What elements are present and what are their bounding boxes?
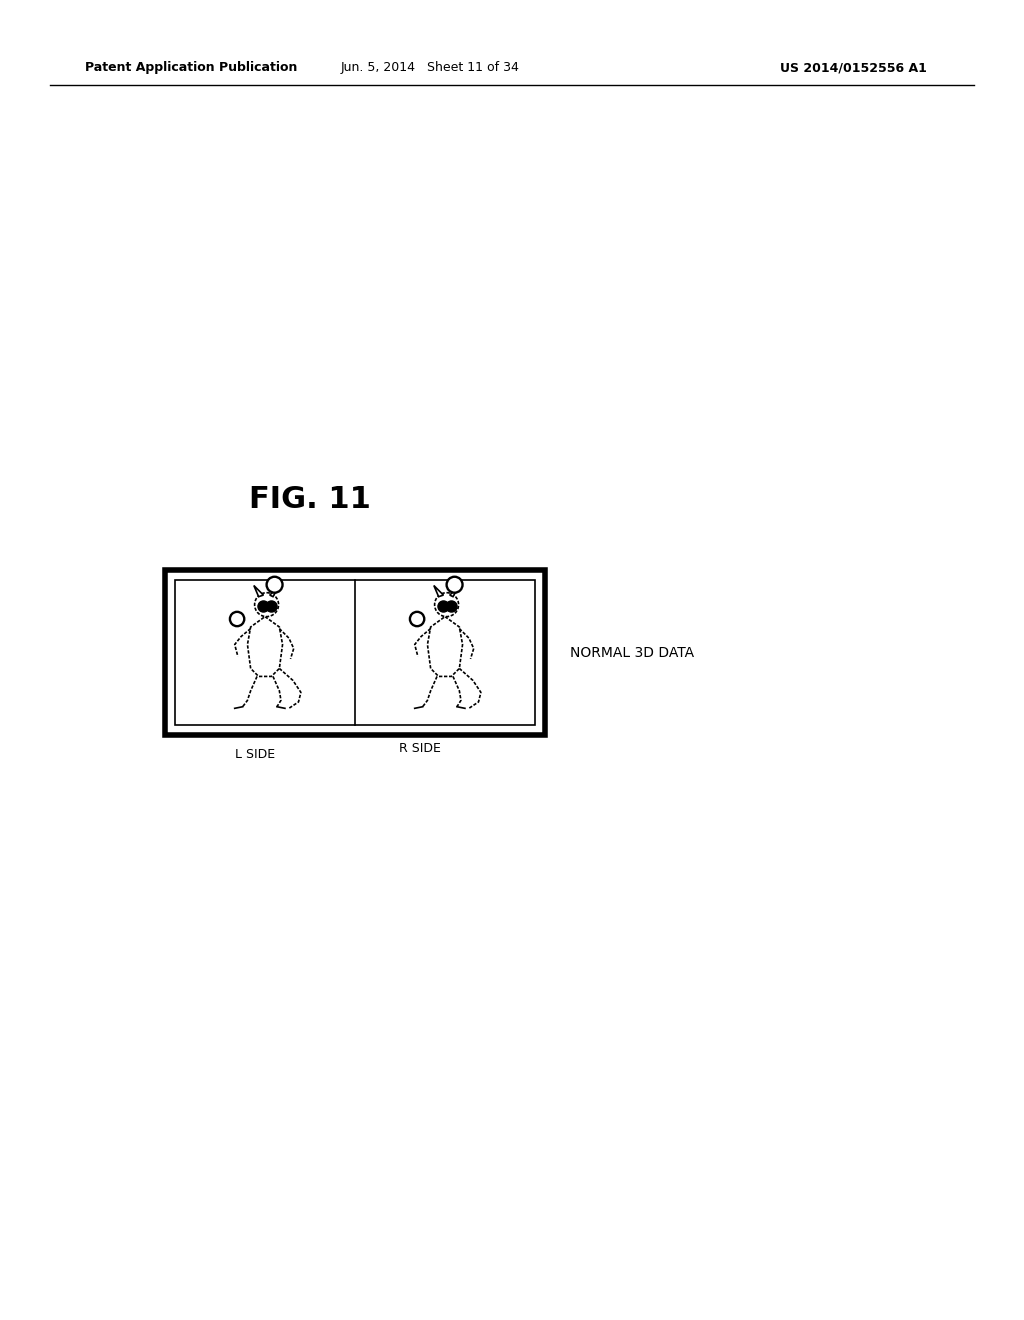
Polygon shape: [434, 586, 443, 597]
Text: NORMAL 3D DATA: NORMAL 3D DATA: [570, 645, 694, 660]
Text: Patent Application Publication: Patent Application Publication: [85, 62, 297, 74]
Circle shape: [230, 612, 245, 626]
Text: US 2014/0152556 A1: US 2014/0152556 A1: [780, 62, 927, 74]
Circle shape: [266, 577, 283, 593]
Circle shape: [255, 593, 279, 616]
Polygon shape: [254, 586, 263, 597]
Text: Jun. 5, 2014   Sheet 11 of 34: Jun. 5, 2014 Sheet 11 of 34: [341, 62, 519, 74]
Circle shape: [446, 577, 463, 593]
Bar: [175, 579, 535, 725]
Text: FIG. 11: FIG. 11: [249, 486, 371, 515]
Circle shape: [410, 612, 424, 626]
Circle shape: [434, 593, 459, 616]
Polygon shape: [450, 586, 460, 597]
Polygon shape: [269, 586, 280, 597]
Polygon shape: [427, 616, 463, 676]
Polygon shape: [248, 616, 283, 676]
Text: R SIDE: R SIDE: [399, 742, 441, 755]
Bar: [165, 570, 545, 735]
Text: L SIDE: L SIDE: [234, 748, 275, 762]
